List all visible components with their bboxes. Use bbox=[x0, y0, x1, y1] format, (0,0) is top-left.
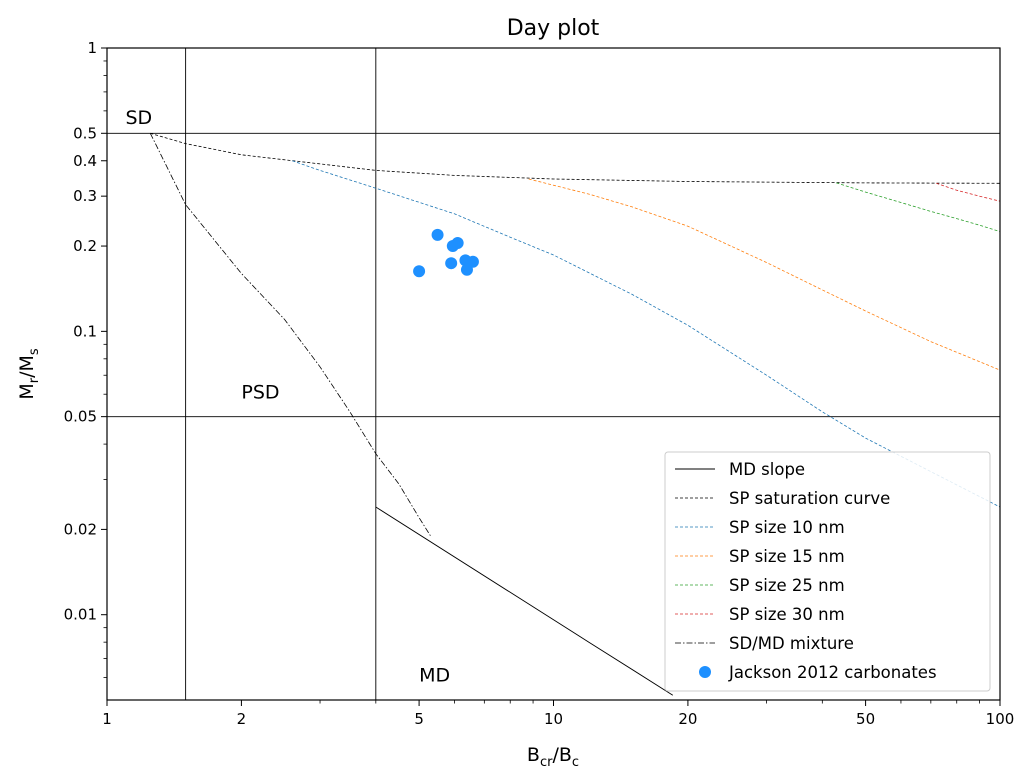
legend-label-jackson-2012-carbonates: Jackson 2012 carbonates bbox=[728, 663, 937, 682]
data-point-jackson-2012-carbonates bbox=[431, 228, 444, 241]
y-tick-label: 0.4 bbox=[73, 152, 97, 170]
data-point-jackson-2012-carbonates bbox=[413, 265, 426, 278]
x-tick-label: 20 bbox=[678, 710, 697, 728]
series-line-sp-size-15-nm bbox=[528, 178, 1000, 371]
legend-label-sp-size-15-nm: SP size 15 nm bbox=[729, 547, 845, 566]
y-tick-label: 0.02 bbox=[64, 520, 97, 538]
x-axis-label: Bcr/Bc bbox=[527, 744, 579, 770]
series-line-md-slope bbox=[375, 506, 674, 696]
y-tick-label: 0.2 bbox=[73, 237, 97, 255]
data-point-jackson-2012-carbonates bbox=[445, 257, 458, 270]
legend-box bbox=[664, 451, 991, 692]
region-label-md: MD bbox=[419, 665, 450, 687]
x-tick-label: 10 bbox=[544, 710, 563, 728]
legend-label-sd-md-mixture: SD/MD mixture bbox=[729, 634, 854, 653]
y-axis-label: Mr/Ms bbox=[16, 348, 42, 400]
legend-label-sp-size-30-nm: SP size 30 nm bbox=[729, 605, 845, 624]
y-tick-label: 0.5 bbox=[73, 124, 97, 142]
x-tick-label: 50 bbox=[856, 710, 875, 728]
x-tick-label: 1 bbox=[102, 710, 112, 728]
region-label-sd: SD bbox=[125, 107, 152, 129]
y-tick-label: 0.01 bbox=[64, 606, 97, 624]
legend-label-md-slope: MD slope bbox=[729, 460, 805, 479]
series-line-sd-md-mixture bbox=[149, 133, 431, 536]
y-tick-label: 0.05 bbox=[64, 408, 97, 426]
legend-marker-jackson-2012-carbonates bbox=[699, 666, 711, 678]
series-line-sp-size-25-nm bbox=[836, 182, 1000, 232]
x-tick-label: 100 bbox=[986, 710, 1015, 728]
data-point-jackson-2012-carbonates bbox=[451, 237, 464, 250]
chart-title: Day plot bbox=[507, 16, 600, 41]
region-label-psd: PSD bbox=[241, 381, 279, 403]
legend-label-sp-size-10-nm: SP size 10 nm bbox=[729, 518, 845, 537]
data-point-jackson-2012-carbonates bbox=[460, 263, 473, 276]
legend-label-sp-saturation-curve: SP saturation curve bbox=[729, 489, 890, 508]
y-tick-label: 0.1 bbox=[73, 322, 97, 340]
x-tick-label: 2 bbox=[237, 710, 247, 728]
x-tick-label: 5 bbox=[414, 710, 424, 728]
series-line-sp-size-10-nm bbox=[292, 160, 1000, 508]
series-line-sp-size-30-nm bbox=[936, 182, 1000, 202]
series-line-sp-saturation-curve bbox=[150, 132, 1000, 184]
y-tick-label: 1 bbox=[87, 39, 97, 57]
y-tick-label: 0.3 bbox=[73, 187, 97, 205]
legend-label-sp-size-25-nm: SP size 25 nm bbox=[729, 576, 845, 595]
